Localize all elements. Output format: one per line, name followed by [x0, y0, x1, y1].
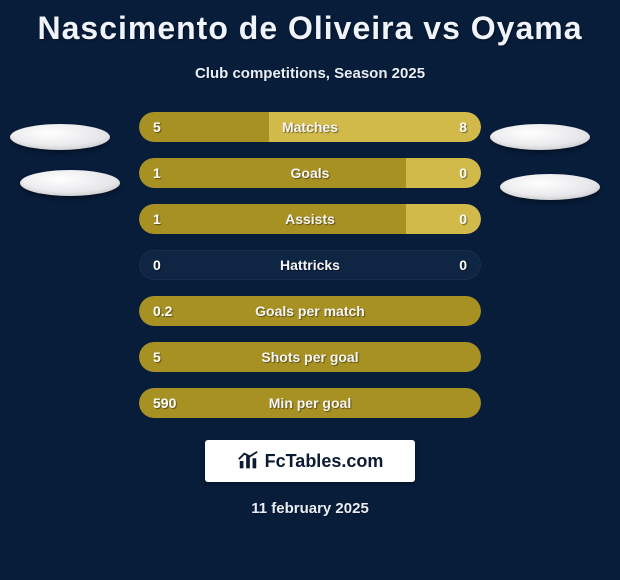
team-badge-oval: [20, 170, 120, 196]
stat-row: 0.2Goals per match: [139, 296, 481, 326]
stat-metric-label: Assists: [139, 204, 481, 234]
stat-value-right: 0: [459, 158, 467, 188]
stat-row: 1Assists0: [139, 204, 481, 234]
team-badge-oval: [490, 124, 590, 150]
stat-metric-label: Goals per match: [139, 296, 481, 326]
stat-metric-label: Goals: [139, 158, 481, 188]
team-badge-oval: [500, 174, 600, 200]
page-subtitle: Club competitions, Season 2025: [0, 65, 620, 82]
brand-badge: FcTables.com: [205, 440, 415, 482]
stat-value-right: 8: [459, 112, 467, 142]
stat-row: 5Shots per goal: [139, 342, 481, 372]
stat-row: 1Goals0: [139, 158, 481, 188]
date-label: 11 february 2025: [0, 500, 620, 517]
stat-metric-label: Shots per goal: [139, 342, 481, 372]
stat-value-right: 0: [459, 204, 467, 234]
stat-metric-label: Matches: [139, 112, 481, 142]
stat-value-right: 0: [459, 250, 467, 280]
brand-name: FcTables.com: [265, 451, 384, 472]
comparison-rows: 5Matches81Goals01Assists00Hattricks00.2G…: [0, 112, 620, 418]
page-title: Nascimento de Oliveira vs Oyama: [0, 0, 620, 47]
stat-row: 5Matches8: [139, 112, 481, 142]
stat-row: 590Min per goal: [139, 388, 481, 418]
stat-metric-label: Hattricks: [139, 250, 481, 280]
team-badge-oval: [10, 124, 110, 150]
chart-icon: [237, 450, 259, 472]
stat-metric-label: Min per goal: [139, 388, 481, 418]
stat-row: 0Hattricks0: [139, 250, 481, 280]
